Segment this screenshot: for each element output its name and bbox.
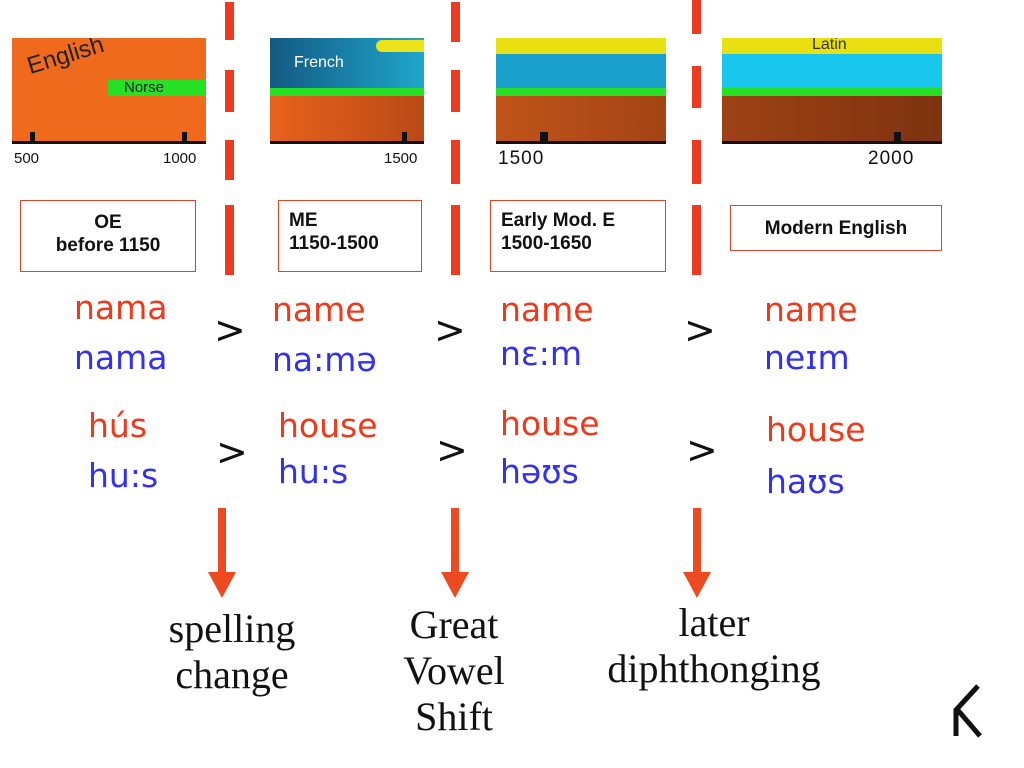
tick: [540, 132, 548, 144]
tick-label-1000: 1000: [163, 150, 197, 167]
caption-line: Vowel: [403, 648, 505, 693]
divider-dash: [225, 140, 234, 180]
divider-dash: [692, 0, 701, 34]
latin-band: [722, 38, 942, 54]
caption-line: Shift: [415, 694, 493, 739]
caption-line: spelling: [168, 606, 296, 651]
divider-dash: [225, 2, 234, 40]
divider-dash: [451, 205, 460, 275]
arrow-shaft: [693, 508, 701, 574]
latin-label: Latin: [812, 38, 847, 53]
tick: [402, 132, 407, 144]
french-band: [496, 54, 666, 88]
green-band: [722, 88, 942, 96]
period-me-line1: ME: [289, 210, 318, 231]
tick-label-1500: 1500: [498, 148, 545, 169]
english-label: English: [24, 38, 108, 80]
timeline-panel-emode: [496, 38, 666, 144]
period-box-emode: Early Mod. E 1500-1650: [490, 200, 666, 272]
mode-house-pron: haʊs: [766, 462, 845, 501]
tick: [30, 132, 35, 144]
emode-house-pron: həʊs: [500, 452, 579, 491]
period-oe-line2: before 1150: [55, 235, 161, 256]
period-box-mode: Modern English: [730, 205, 942, 251]
period-emode-line1: Early Mod. E: [501, 210, 616, 231]
timeline-panel-mode: Latin: [722, 38, 942, 144]
green-band: [270, 88, 424, 96]
arrow-head: [683, 572, 711, 598]
axis-line: [496, 141, 666, 144]
caption-later-diphthonging: later diphthonging: [582, 600, 846, 692]
axis-line: [270, 141, 424, 144]
period-oe-line1: OE: [94, 212, 122, 233]
caption-line: Great: [409, 602, 499, 647]
arrow-sign: >: [436, 428, 468, 472]
divider-dash: [451, 2, 460, 42]
oe-house-spelling: hús: [88, 406, 148, 445]
divider-dash: [451, 70, 460, 112]
arrow-sign: >: [686, 428, 718, 472]
axis-line: [12, 141, 206, 144]
arrow-sign: >: [684, 308, 716, 352]
latin-band: [496, 38, 666, 54]
me-name-pron: na:mə: [272, 340, 377, 379]
norse-label: Norse: [124, 79, 165, 96]
tick-label-500: 500: [14, 150, 40, 167]
tick-label-1500: 1500: [384, 150, 418, 167]
divider-dash: [225, 205, 234, 275]
divider-dash: [451, 140, 460, 184]
tick: [182, 132, 187, 144]
emode-name-pron: nɛ:m: [500, 334, 583, 373]
oe-house-pron: hu:s: [88, 456, 159, 495]
arrow-shaft: [218, 508, 226, 574]
oe-name-spelling: nama: [74, 288, 168, 327]
arrow-head: [441, 572, 469, 598]
emode-name-spelling: name: [500, 290, 594, 329]
oe-name-pron: nama: [74, 338, 168, 377]
french-label: French: [294, 54, 344, 71]
green-band: [496, 88, 666, 96]
mode-name-pron: neɪm: [764, 338, 850, 377]
arrow-head: [208, 572, 236, 598]
norse-band: [108, 80, 206, 96]
period-box-me: ME 1150-1500: [278, 200, 422, 272]
period-box-oe: OE before 1150: [20, 200, 196, 272]
caption-spelling-change: spelling change: [142, 606, 322, 698]
french-band: [722, 54, 942, 88]
caption-great-vowel-shift: Great Vowel Shift: [376, 602, 532, 740]
arrow-sign: >: [214, 308, 246, 352]
mode-name-spelling: name: [764, 290, 858, 329]
divider-dash: [692, 66, 701, 108]
arrow-sign: >: [434, 308, 466, 352]
emode-house-spelling: house: [500, 404, 600, 443]
arrow-shaft: [451, 508, 459, 574]
rune-icon: [953, 684, 982, 738]
caption-line: diphthonging: [607, 646, 821, 691]
me-house-pron: hu:s: [278, 452, 349, 491]
divider-dash: [692, 205, 701, 275]
me-house-spelling: house: [278, 406, 378, 445]
period-emode-line2: 1500-1650: [501, 233, 592, 254]
me-name-spelling: name: [272, 290, 366, 329]
divider-dash: [225, 70, 234, 112]
timeline-panel-oe: English Norse: [12, 38, 206, 144]
tick-label-2000: 2000: [868, 148, 915, 169]
latin-band-start: [376, 40, 424, 52]
mode-house-spelling: house: [766, 410, 866, 449]
period-me-line2: 1150-1500: [289, 233, 379, 254]
tick: [894, 132, 901, 144]
timeline-panel-me: French: [270, 38, 424, 144]
caption-line: change: [175, 652, 289, 697]
axis-line: [722, 141, 942, 144]
arrow-sign: >: [216, 430, 248, 474]
caption-line: later: [678, 600, 750, 645]
period-mode-line1: Modern English: [764, 218, 908, 239]
divider-dash: [692, 140, 701, 184]
